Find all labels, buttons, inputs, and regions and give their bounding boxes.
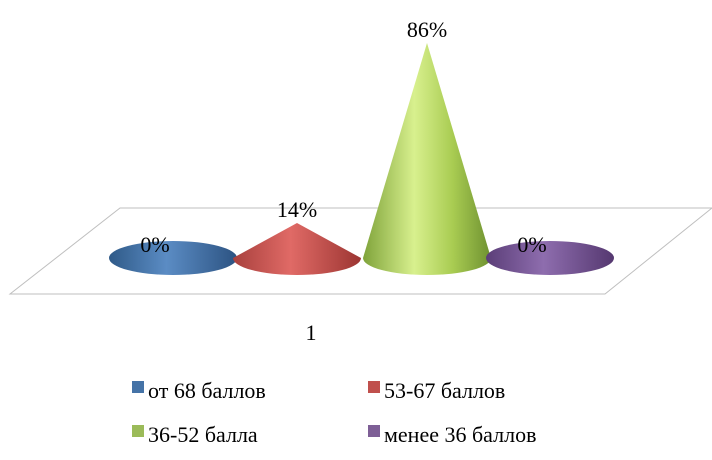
legend: от 68 баллов 53-67 баллов 36-52 балла менее… xyxy=(132,378,537,447)
data-label-series-3: 86% xyxy=(407,17,447,42)
cone-base-series-4 xyxy=(486,241,614,275)
data-label-series-2: 14% xyxy=(277,197,317,222)
data-labels-group: 0% 14% 86% 0% xyxy=(140,17,546,257)
legend-label-series-4: менее 36 баллов xyxy=(384,422,537,447)
legend-label-series-2: 53-67 баллов xyxy=(384,378,505,403)
cone-base-series-1 xyxy=(109,241,237,275)
legend-swatch-series-3 xyxy=(132,425,144,437)
x-category-label: 1 xyxy=(306,320,317,345)
cone-series-group xyxy=(109,43,614,275)
legend-swatch-series-4 xyxy=(368,425,380,437)
legend-swatch-series-2 xyxy=(368,381,380,393)
cone-series-3 xyxy=(363,43,491,275)
cone-series-2 xyxy=(233,223,361,275)
legend-swatch-series-1 xyxy=(132,381,144,393)
legend-label-series-3: 36-52 балла xyxy=(148,422,258,447)
data-label-series-4: 0% xyxy=(517,232,546,257)
data-label-series-1: 0% xyxy=(140,232,169,257)
legend-label-series-1: от 68 баллов xyxy=(148,378,266,403)
